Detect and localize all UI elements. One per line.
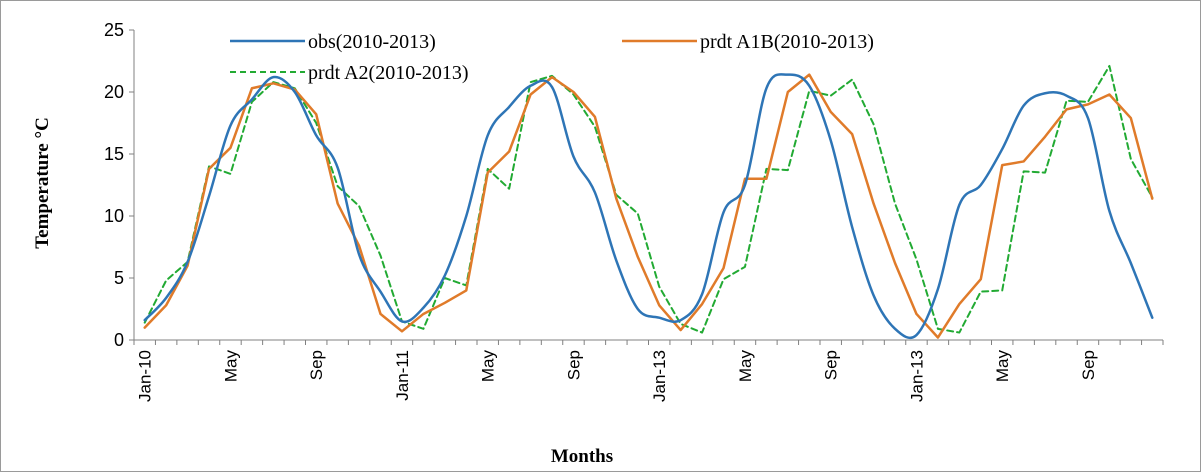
x-tick-label: May (993, 350, 1012, 383)
x-axis: Jan-10 May Sep Jan-11 May Sep Jan-13 May Sep Jan-… (133, 339, 1164, 402)
x-tick-label: Sep (564, 350, 583, 380)
legend-item-a1b: prdt A1B(2010-2013) (622, 31, 874, 53)
x-tick-label: Sep (307, 350, 326, 380)
y-axis: 0 5 10 15 20 25 (104, 20, 135, 350)
y-tick-label: 5 (114, 268, 124, 288)
legend-item-a2: prdt A2(2010-2013) (230, 62, 469, 84)
x-tick-label: Sep (822, 350, 841, 380)
y-tick-label: 20 (104, 82, 124, 102)
legend-label-a1b: prdt A1B(2010-2013) (700, 31, 874, 53)
x-tick-label: Jan-13 (650, 350, 669, 402)
legend-label-a2: prdt A2(2010-2013) (308, 62, 469, 84)
legend-label-obs: obs(2010-2013) (308, 31, 436, 53)
x-tick-label: May (736, 350, 755, 383)
y-tick-label: 0 (114, 330, 124, 350)
y-tick-label: 15 (104, 144, 124, 164)
series-layer (143, 64, 1154, 340)
x-tick-label: Jan-11 (393, 350, 412, 401)
series-line-a2 (143, 64, 1154, 334)
x-tick-label: May (479, 350, 498, 383)
legend: obs(2010-2013) prdt A1B(2010-2013) prdt … (230, 31, 874, 84)
series-line-a1b (143, 73, 1154, 339)
legend-item-obs: obs(2010-2013) (230, 31, 436, 53)
series-line-obs (143, 73, 1154, 340)
x-tick-label: May (221, 350, 240, 383)
x-tick-label: Jan-10 (136, 350, 155, 402)
x-tick-label: Jan-13 (907, 350, 926, 402)
x-tick-label: Sep (1079, 350, 1098, 380)
y-tick-label: 10 (104, 206, 124, 226)
y-tick-label: 25 (104, 20, 124, 40)
x-axis-title: Months (551, 446, 613, 467)
y-axis-title: Temperature °C (32, 117, 53, 249)
